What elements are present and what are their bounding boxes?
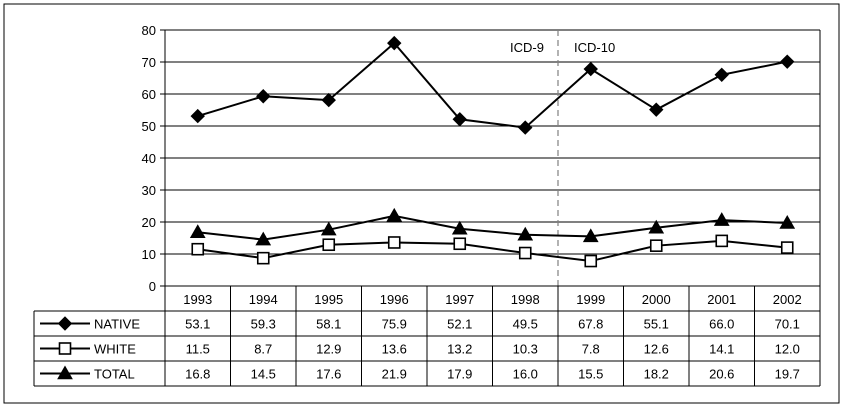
point-total-1996 xyxy=(386,207,403,222)
x-category-label-1998: 1998 xyxy=(511,292,540,307)
x-category-label-1995: 1995 xyxy=(314,292,343,307)
data-label-white-1995: 12.9 xyxy=(316,342,341,357)
data-label-total-1998: 16.0 xyxy=(513,367,538,382)
point-white-2002 xyxy=(780,241,794,254)
point-total-1995 xyxy=(320,221,337,236)
point-native-1998 xyxy=(518,120,533,135)
data-label-white-1994: 8.7 xyxy=(254,342,272,357)
point-white-1995 xyxy=(322,238,336,252)
annotation-icd9: ICD-9 xyxy=(510,40,544,55)
data-label-total-1995: 17.6 xyxy=(316,367,341,382)
data-label-total-1997: 17.9 xyxy=(447,367,472,382)
data-label-white-2000: 12.6 xyxy=(644,342,669,357)
point-native-1994 xyxy=(256,89,271,104)
annotation-icd10: ICD-10 xyxy=(574,40,615,55)
data-label-total-2001: 20.6 xyxy=(709,367,734,382)
point-total-2002 xyxy=(779,214,796,229)
data-label-total-1994: 14.5 xyxy=(251,367,276,382)
y-tick-label-50: 50 xyxy=(142,119,156,134)
point-total-2000 xyxy=(648,219,665,234)
y-tick-label-10: 10 xyxy=(142,247,156,262)
point-white-1996 xyxy=(387,236,401,249)
point-white-2000 xyxy=(649,239,663,252)
point-native-2001 xyxy=(714,67,729,83)
point-white-1994 xyxy=(256,251,270,265)
point-white-1997 xyxy=(453,237,467,251)
legend-label-white: WHITE xyxy=(94,342,136,357)
y-tick-label-70: 70 xyxy=(142,55,156,70)
y-tick-label-20: 20 xyxy=(142,215,156,230)
data-label-native-1995: 58.1 xyxy=(316,317,341,332)
data-label-total-1999: 15.5 xyxy=(578,367,603,382)
data-label-total-2000: 18.2 xyxy=(644,367,669,382)
x-category-label-2001: 2001 xyxy=(707,292,736,307)
point-total-1998 xyxy=(517,226,534,241)
legend-marker-native xyxy=(57,316,73,331)
point-total-2001 xyxy=(713,212,730,226)
data-label-native-2001: 66.0 xyxy=(709,317,734,332)
point-white-2001 xyxy=(715,234,729,248)
figure-frame xyxy=(3,3,840,404)
point-native-2002 xyxy=(780,54,795,69)
x-category-label-1993: 1993 xyxy=(183,292,212,307)
data-label-white-1993: 11.5 xyxy=(186,342,210,357)
legend-marker-total xyxy=(57,365,73,380)
series-line-total xyxy=(197,214,788,241)
data-label-total-1993: 16.8 xyxy=(185,367,210,382)
legend-label-native: NATIVE xyxy=(94,317,140,332)
y-tick-label-0: 0 xyxy=(149,279,156,294)
x-category-label-1997: 1997 xyxy=(445,292,474,307)
data-label-native-2002: 70.1 xyxy=(775,317,800,332)
data-label-total-1996: 21.9 xyxy=(382,367,407,382)
point-native-1993 xyxy=(190,108,205,124)
point-native-1996 xyxy=(387,35,402,51)
data-label-white-1998: 10.3 xyxy=(513,342,538,357)
data-label-native-1996: 75.9 xyxy=(382,317,407,332)
x-category-label-2002: 2002 xyxy=(773,292,802,307)
point-total-1993 xyxy=(189,224,206,238)
x-category-label-1994: 1994 xyxy=(249,292,278,307)
data-label-native-2000: 55.1 xyxy=(644,317,669,332)
data-label-white-2001: 14.1 xyxy=(709,342,734,357)
data-label-native-1993: 53.1 xyxy=(185,317,210,332)
legend-label-total: TOTAL xyxy=(94,367,135,382)
x-category-label-1999: 1999 xyxy=(576,292,605,307)
series-line-native xyxy=(197,41,788,129)
series-line-white xyxy=(197,239,788,263)
point-white-1998 xyxy=(518,246,532,260)
point-native-2000 xyxy=(649,102,664,117)
point-white-1999 xyxy=(584,254,598,268)
point-native-1997 xyxy=(452,112,467,127)
point-total-1994 xyxy=(255,231,272,246)
legend-marker-white xyxy=(58,342,72,355)
point-native-1995 xyxy=(321,92,336,108)
point-total-1997 xyxy=(451,220,468,235)
point-total-1999 xyxy=(582,228,599,243)
data-label-white-1999: 7.8 xyxy=(582,342,600,357)
point-white-1993 xyxy=(191,242,205,256)
data-label-white-2002: 12.0 xyxy=(775,342,800,357)
data-label-native-1998: 49.5 xyxy=(513,317,538,332)
data-label-native-1994: 59.3 xyxy=(251,317,276,332)
data-label-native-1997: 52.1 xyxy=(447,317,472,332)
point-native-1999 xyxy=(583,61,598,77)
y-tick-label-30: 30 xyxy=(142,183,156,198)
data-label-native-1999: 67.8 xyxy=(578,317,603,332)
x-category-label-1996: 1996 xyxy=(380,292,409,307)
y-tick-label-60: 60 xyxy=(142,87,156,102)
data-label-total-2002: 19.7 xyxy=(775,367,800,382)
x-category-label-2000: 2000 xyxy=(642,292,671,307)
y-tick-label-40: 40 xyxy=(142,151,156,166)
y-tick-label-80: 80 xyxy=(142,23,156,38)
data-label-white-1997: 13.2 xyxy=(447,342,472,357)
data-label-white-1996: 13.6 xyxy=(382,342,407,357)
